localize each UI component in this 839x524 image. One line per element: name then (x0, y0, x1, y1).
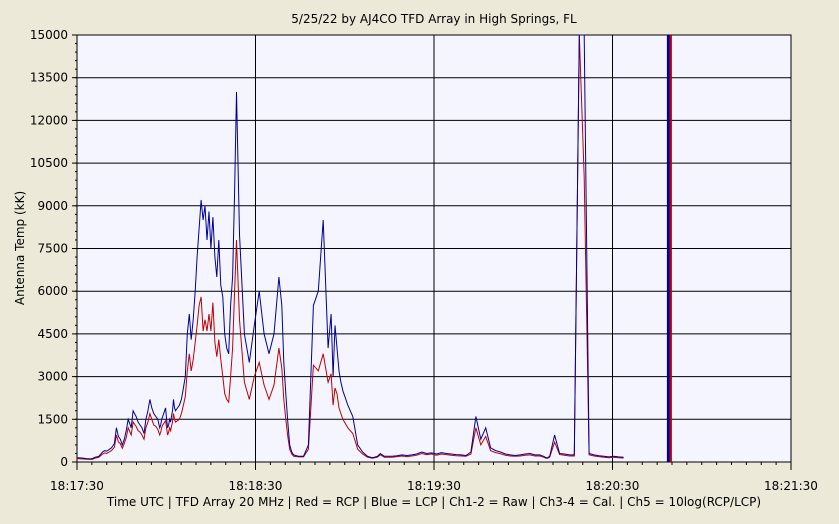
y-tick-label: 10500 (30, 156, 68, 170)
y-tick-label: 13500 (30, 71, 68, 85)
y-tick-label: 9000 (37, 199, 68, 213)
series-line-rcp (76, 34, 624, 460)
x-axis-label: Time UTC | TFD Array 20 MHz | Red = RCP … (106, 495, 761, 509)
rcp-spike (669, 35, 672, 462)
series-line-lcp (76, 34, 624, 460)
x-tick-label: 18:19:30 (407, 479, 461, 493)
lcp-spike (666, 35, 670, 462)
x-tick-label: 18:21:30 (764, 479, 818, 493)
plot-area: 0 1500 3000 4500 6000 7500 9000 10500 12000 13500… (30, 28, 818, 493)
y-tick-label: 4500 (37, 327, 68, 341)
y-tick-label: 1500 (37, 412, 68, 426)
y-axis-label: Antenna Temp (kK) (13, 191, 27, 305)
x-tick-label: 18:20:30 (586, 479, 640, 493)
x-tick-label: 18:17:30 (50, 479, 104, 493)
y-tick-label: 7500 (37, 242, 68, 256)
y-tick-label: 6000 (37, 284, 68, 298)
y-tick-label: 0 (60, 455, 68, 469)
x-tick-label: 18:18:30 (229, 479, 283, 493)
y-tick-label: 12000 (30, 113, 68, 127)
y-tick-label: 15000 (30, 28, 68, 42)
y-tick-label: 3000 (37, 370, 68, 384)
chart-title: 5/25/22 by AJ4CO TFD Array in High Sprin… (291, 12, 577, 26)
